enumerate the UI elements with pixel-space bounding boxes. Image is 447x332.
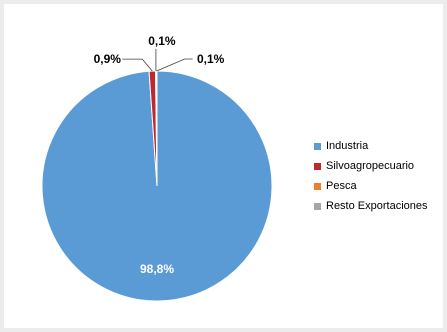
leader-line-resto-exportaciones	[156, 58, 193, 72]
data-label-silvoagropecuario: 0,9%	[94, 52, 122, 66]
legend-swatch-industria	[314, 142, 321, 150]
leader-line-silvoagropecuario	[122, 58, 153, 72]
legend-swatch-pesca	[314, 182, 321, 190]
legend-swatch-silvoagropecuario	[314, 162, 321, 170]
leader-lines	[122, 49, 193, 72]
legend-label-industria: Industria	[326, 140, 369, 152]
legend-label-pesca: Pesca	[326, 180, 357, 192]
data-label-pesca: 0,1%	[148, 34, 176, 48]
legend-swatch-resto-exportaciones	[314, 202, 321, 210]
legend-label-silvoagropecuario: Silvoagropecuario	[326, 160, 415, 172]
legend-item-silvoagropecuario: Silvoagropecuario	[314, 156, 428, 176]
legend-item-pesca: Pesca	[314, 176, 428, 196]
data-label-resto-exportaciones: 0,1%	[197, 52, 225, 66]
data-labels: 98,8% 0,9% 0,1% 0,1%	[94, 34, 225, 276]
legend: Industria Silvoagropecuario Pesca Resto …	[314, 136, 428, 216]
data-label-industria: 98,8%	[140, 262, 174, 276]
legend-item-industria: Industria	[314, 136, 428, 156]
legend-label-resto-exportaciones: Resto Exportaciones	[326, 200, 428, 212]
legend-item-resto-exportaciones: Resto Exportaciones	[314, 196, 428, 216]
